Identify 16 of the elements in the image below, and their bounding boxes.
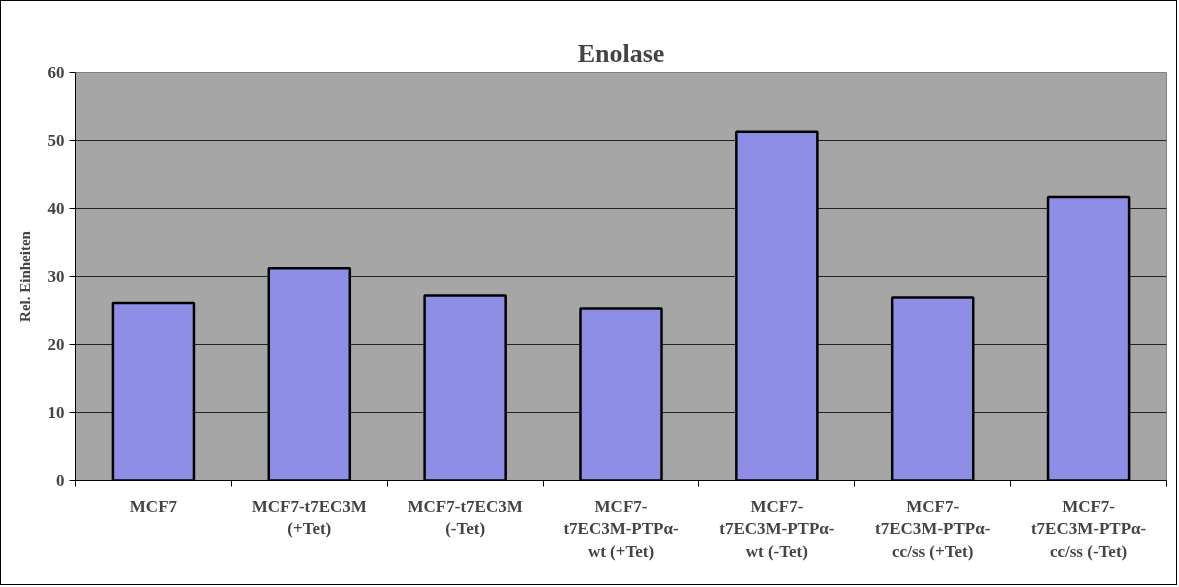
x-tick-label: MCF7-t7EC3M (+Tet) bbox=[251, 496, 367, 539]
x-tick-label: MCF7 bbox=[129, 496, 178, 516]
y-tick-label: 50 bbox=[47, 131, 65, 150]
y-tick-label: 10 bbox=[47, 403, 65, 422]
y-tick-label: 40 bbox=[47, 199, 65, 218]
y-tick-label: 30 bbox=[47, 267, 65, 286]
x-tick-label: MCF7-t7EC3M-PTPα-wt (-Tet) bbox=[719, 496, 835, 562]
y-tick-label: 20 bbox=[47, 335, 65, 354]
x-tick-label: MCF7-t7EC3M-PTPα-wt (+Tet) bbox=[563, 496, 679, 562]
y-tick-label: 0 bbox=[56, 471, 65, 490]
y-tick-label: 60 bbox=[47, 63, 65, 82]
x-tick-label: MCF7-t7EC3M-PTPα-cc/ss (+Tet) bbox=[875, 496, 991, 562]
x-tick-label: MCF7-t7EC3M (-Tet) bbox=[407, 496, 523, 539]
y-axis-title: Rel. Einheiten bbox=[16, 230, 33, 322]
x-tick-label: MCF7-t7EC3M-PTPα-cc/ss (-Tet) bbox=[1030, 496, 1147, 562]
chart-title: Enolase bbox=[577, 38, 665, 68]
